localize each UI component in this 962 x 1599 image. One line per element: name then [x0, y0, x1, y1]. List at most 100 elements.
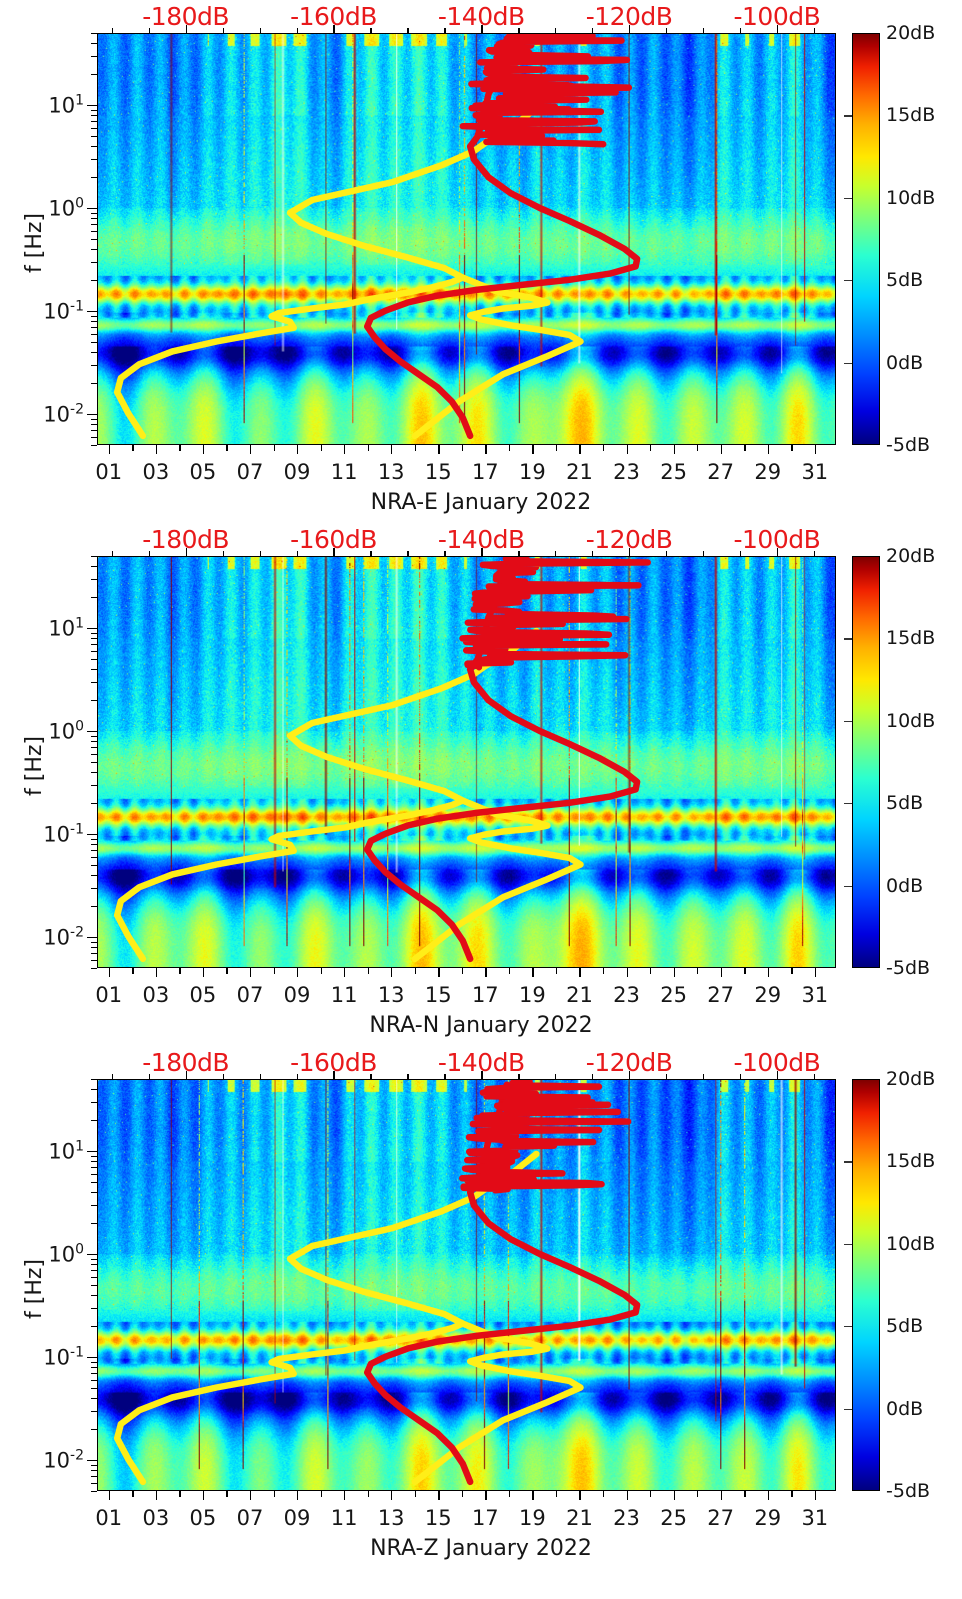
y-axis-minor-tick	[91, 578, 97, 581]
x-axis-tick	[485, 968, 487, 977]
x-axis-day-label: 27	[707, 983, 735, 1007]
top-axis-minor-tick	[259, 1074, 261, 1079]
x-axis-minor-tick	[273, 968, 275, 974]
x-axis-tick	[344, 1491, 346, 1500]
x-axis-day-label: 11	[330, 1506, 358, 1530]
x-axis-tick	[344, 968, 346, 977]
x-axis-minor-tick	[226, 968, 228, 974]
spectrogram-plot-area[interactable]	[97, 1079, 836, 1491]
y-axis-minor-tick	[91, 33, 97, 35]
top-axis-minor-tick	[702, 551, 705, 556]
y-axis-minor-tick	[91, 740, 97, 743]
y-axis-major-tick	[87, 833, 97, 836]
y-axis-minor-tick	[91, 1119, 97, 1122]
x-axis-tick	[767, 1491, 770, 1500]
y-axis-minor-tick	[91, 326, 97, 329]
colorbar-tick-label: 5dB	[886, 1315, 924, 1338]
y-axis-tick-label: 101	[48, 615, 84, 641]
x-axis-tick	[438, 968, 440, 977]
colorbar	[852, 33, 880, 445]
x-axis-day-label: 07	[236, 1506, 264, 1530]
top-axis-minor-tick	[518, 551, 520, 556]
y-axis-minor-tick	[91, 856, 97, 859]
y-axis-minor-tick	[91, 1160, 97, 1163]
top-axis-major-tick	[776, 1071, 779, 1079]
x-axis-tick	[767, 445, 770, 454]
y-axis-minor-tick	[91, 643, 97, 646]
y-axis-minor-tick	[91, 120, 97, 123]
x-axis-minor-tick	[226, 1491, 228, 1497]
colorbar-tick-label: 0dB	[886, 874, 924, 897]
panel-nra-z: -180dB -160dB -140dB -120dB -100dB 101 100 10-1…	[0, 1046, 962, 1599]
y-axis-minor-tick	[91, 1361, 97, 1363]
x-axis-day-label: 05	[189, 983, 217, 1007]
y-axis-minor-tick	[91, 176, 97, 179]
y-axis-minor-tick	[91, 1325, 97, 1328]
x-axis-minor-tick	[697, 445, 699, 451]
x-axis-minor-tick	[367, 445, 369, 451]
panel-nra-e: -180dB -160dB -140dB -120dB -100dB 101 100 10-1…	[0, 0, 962, 520]
top-axis-major-tick	[629, 1071, 631, 1079]
x-axis-tick	[673, 968, 675, 977]
top-axis-minor-tick	[813, 1074, 816, 1079]
yellow-noise-curve	[113, 627, 540, 963]
top-axis-minor-tick	[370, 28, 372, 33]
y-axis-minor-tick	[91, 248, 97, 251]
y-axis-minor-tick	[91, 681, 97, 684]
y-axis-minor-tick	[91, 668, 97, 671]
y-axis-minor-tick	[91, 849, 97, 852]
top-axis-minor-tick	[666, 551, 668, 556]
top-axis-major-tick	[776, 548, 779, 556]
panel-nra-n: -180dB -160dB -140dB -120dB -100dB 101 100 10-1…	[0, 523, 962, 1043]
y-axis-minor-tick	[91, 212, 97, 214]
x-axis-tick	[532, 445, 534, 454]
spectrogram-plot-area[interactable]	[97, 556, 836, 968]
top-axis-minor-tick	[111, 28, 114, 33]
top-axis-minor-tick	[407, 551, 409, 556]
y-axis-tick-label: 100	[48, 195, 84, 221]
x-axis-tick	[297, 445, 299, 454]
top-axis-minor-tick	[148, 28, 151, 33]
y-axis-minor-tick	[91, 1482, 97, 1485]
y-axis-minor-tick	[91, 1191, 97, 1194]
yellow-noise-curve-low-branch	[411, 1320, 584, 1486]
y-axis-minor-tick	[91, 1269, 97, 1272]
x-axis-minor-tick	[179, 968, 181, 974]
colorbar-tick-label: 15dB	[886, 104, 936, 127]
top-axis-minor-tick	[739, 28, 742, 33]
y-axis-tick-label: 101	[48, 92, 84, 118]
top-axis-major-tick	[185, 25, 187, 33]
x-axis-minor-tick	[132, 445, 134, 451]
spectrogram-plot-area[interactable]	[97, 33, 836, 445]
top-axis-minor-tick	[702, 1074, 705, 1079]
x-axis-tick	[532, 1491, 534, 1500]
y-axis-title: f [Hz]	[22, 1259, 47, 1319]
colorbar-tick	[844, 1243, 852, 1246]
x-axis-tick	[673, 445, 675, 454]
y-axis-minor-tick	[91, 423, 97, 426]
top-axis-major-tick	[481, 25, 483, 33]
x-axis-tick	[626, 445, 628, 454]
x-axis-tick	[485, 1491, 487, 1500]
x-axis-tick	[720, 445, 722, 454]
x-axis-day-label: 07	[236, 460, 264, 484]
top-axis-minor-tick	[407, 28, 409, 33]
x-axis-minor-tick	[320, 968, 322, 974]
y-axis-minor-tick	[91, 342, 97, 344]
y-axis-minor-tick	[91, 73, 97, 76]
y-axis-minor-tick	[91, 351, 97, 354]
x-axis-day-label: 25	[660, 983, 687, 1007]
x-axis-day-label: 05	[189, 1506, 217, 1530]
x-axis-day-label: 23	[613, 460, 640, 484]
x-axis-tick	[438, 1491, 440, 1500]
y-axis-minor-tick	[91, 1173, 97, 1176]
top-axis-minor-tick	[444, 28, 446, 33]
x-axis-minor-tick	[414, 1491, 417, 1497]
x-axis-tick	[155, 1491, 158, 1500]
y-axis-minor-tick	[91, 230, 97, 233]
y-axis-minor-tick	[91, 1491, 97, 1493]
panel-title: NRA-Z January 2022	[370, 1536, 592, 1561]
y-axis-major-tick	[87, 310, 97, 313]
top-axis-major-tick	[629, 25, 631, 33]
